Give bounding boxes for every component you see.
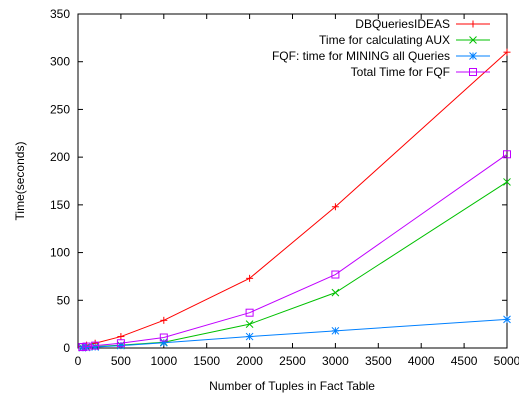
legend-label: Total Time for FQF	[351, 65, 450, 79]
data-point	[82, 342, 91, 351]
series-1	[78, 48, 511, 351]
legend-swatch-marker	[469, 68, 477, 76]
legend-item: Total Time for FQF	[351, 65, 490, 79]
data-point	[159, 333, 168, 342]
y-tick-label: 250	[50, 102, 70, 116]
data-point	[245, 320, 254, 328]
legend-swatch-marker	[469, 20, 477, 28]
series-line	[82, 318, 508, 349]
legend-label: DBQueriesIDEAS	[355, 17, 450, 31]
legend-swatch-marker	[469, 52, 477, 60]
data-point	[503, 315, 511, 324]
legend-label: Time for calculating AUX	[319, 33, 450, 47]
data-point	[503, 48, 511, 56]
x-tick-label: 0	[75, 354, 82, 368]
legend-swatch-marker	[469, 36, 477, 44]
x-tick-label: 1000	[150, 354, 177, 368]
y-tick-label: 100	[50, 246, 70, 260]
y-tick-label: 200	[50, 150, 70, 164]
series-3	[78, 315, 511, 352]
data-point	[159, 338, 168, 347]
x-axis-label: Number of Tuples in Fact Table	[209, 379, 375, 393]
series-line	[82, 153, 508, 348]
y-axis-label: Time(seconds)	[13, 142, 27, 221]
legend-label: FQF: time for MINING all Queries	[272, 49, 450, 63]
x-tick-label: 3000	[322, 354, 349, 368]
series-layer	[78, 48, 511, 352]
y-tick-label: 150	[50, 198, 70, 212]
series-2	[78, 178, 511, 352]
x-tick-label: 4000	[408, 354, 435, 368]
data-point	[331, 203, 339, 211]
data-point	[246, 274, 254, 282]
data-point	[503, 150, 511, 159]
data-point	[331, 288, 340, 297]
data-point	[78, 343, 87, 352]
x-tick-label: 1500	[193, 354, 220, 368]
y-tick-label: 0	[63, 341, 70, 355]
data-point	[245, 332, 254, 341]
data-point	[503, 178, 511, 186]
axis-ticks: 0 500 1000 1500 2000 2500 3000 3500 4000 4500 5000…	[50, 7, 519, 368]
y-tick-label: 50	[57, 293, 71, 307]
data-point	[116, 339, 125, 348]
data-point	[331, 270, 340, 279]
legend-item: Time for calculating AUX	[319, 33, 490, 47]
data-point	[117, 333, 125, 341]
x-tick-label: 2500	[279, 354, 306, 368]
data-point	[331, 326, 340, 335]
series-line	[82, 181, 508, 349]
data-point	[160, 316, 168, 324]
legend-item: FQF: time for MINING all Queries	[272, 49, 490, 63]
legend: DBQueriesIDEAS Time for calculating AUX FQ…	[272, 17, 490, 79]
x-tick-label: 500	[111, 354, 131, 368]
y-tick-label: 300	[50, 55, 70, 69]
y-tick-label: 350	[50, 7, 70, 21]
x-tick-label: 3500	[365, 354, 392, 368]
legend-item: DBQueriesIDEAS	[355, 17, 490, 31]
x-tick-label: 2000	[236, 354, 263, 368]
data-point	[245, 308, 254, 317]
x-tick-label: 5000	[494, 354, 519, 368]
series-4	[78, 150, 511, 352]
data-point	[91, 341, 100, 350]
x-tick-label: 4500	[451, 354, 478, 368]
